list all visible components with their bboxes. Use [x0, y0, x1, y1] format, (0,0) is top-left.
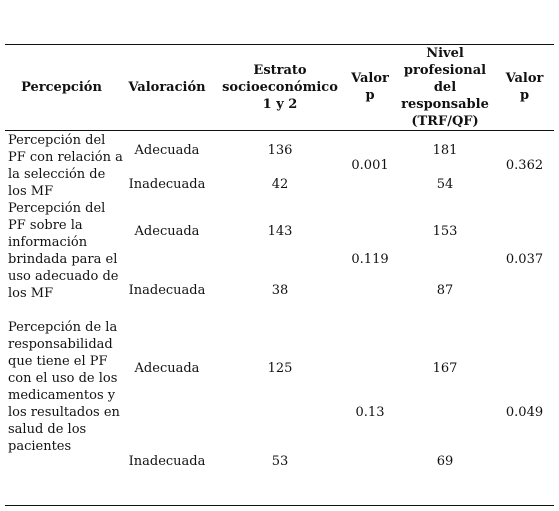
table-top-rule: [5, 44, 554, 45]
table-bottom-rule: [5, 505, 554, 506]
row-2-nivel-inadecuada: 87: [436, 283, 454, 298]
header-estrato: Estrato socioeconómico 1 y 2: [222, 62, 338, 112]
row-1-nivel-inadecuada: 54: [436, 177, 454, 192]
row-2-estrato-adecuada: 143: [267, 224, 293, 239]
row-1-valoracion-adecuada: Adecuada: [134, 143, 200, 158]
row-1-p2: 0.362: [505, 158, 544, 173]
row-3-percepcion: Percepción de la responsabilidad que tie…: [8, 320, 120, 454]
header-bottom-rule: [5, 130, 554, 131]
header-valor-p-1: Valor p: [351, 71, 389, 103]
row-2-valoracion-inadecuada: Inadecuada: [128, 283, 206, 298]
row-1-nivel-adecuada: 181: [432, 143, 458, 158]
row-3-valoracion-adecuada: Adecuada: [134, 361, 200, 376]
row-3-valoracion-inadecuada: Inadecuada: [128, 454, 206, 469]
row-1-estrato-adecuada: 136: [267, 143, 293, 158]
row-3-p2: 0.049: [505, 405, 544, 420]
header-valoracion: Valoración: [128, 79, 206, 95]
row-2-nivel-adecuada: 153: [432, 224, 458, 239]
header-percepcion: Percepción: [21, 79, 102, 95]
row-1-p1: 0.001: [351, 158, 389, 173]
row-3-nivel-inadecuada: 69: [436, 454, 454, 469]
row-1-valoracion-inadecuada: Inadecuada: [128, 177, 206, 192]
row-2-valoracion-adecuada: Adecuada: [134, 224, 200, 239]
row-3-estrato-adecuada: 125: [267, 361, 293, 376]
row-2-percepcion: Percepción del PF sobre la información b…: [8, 201, 119, 301]
row-3-p1: 0.13: [355, 405, 385, 420]
row-2-p1: 0.119: [351, 252, 389, 267]
header-valor-p-2: Valor p: [505, 71, 544, 103]
row-2-estrato-inadecuada: 38: [271, 283, 289, 298]
row-2-p2: 0.037: [505, 252, 544, 267]
table-header: Percepción Valoración Estrato socioeconó…: [5, 44, 554, 130]
row-3-estrato-inadecuada: 53: [271, 454, 289, 469]
header-nivel: Nivel profesional del responsable (TRF/Q…: [401, 45, 489, 129]
row-1-percepcion: Percepción del PF con relación a la sele…: [8, 133, 123, 199]
row-1-estrato-inadecuada: 42: [271, 177, 289, 192]
row-3-nivel-adecuada: 167: [432, 361, 458, 376]
